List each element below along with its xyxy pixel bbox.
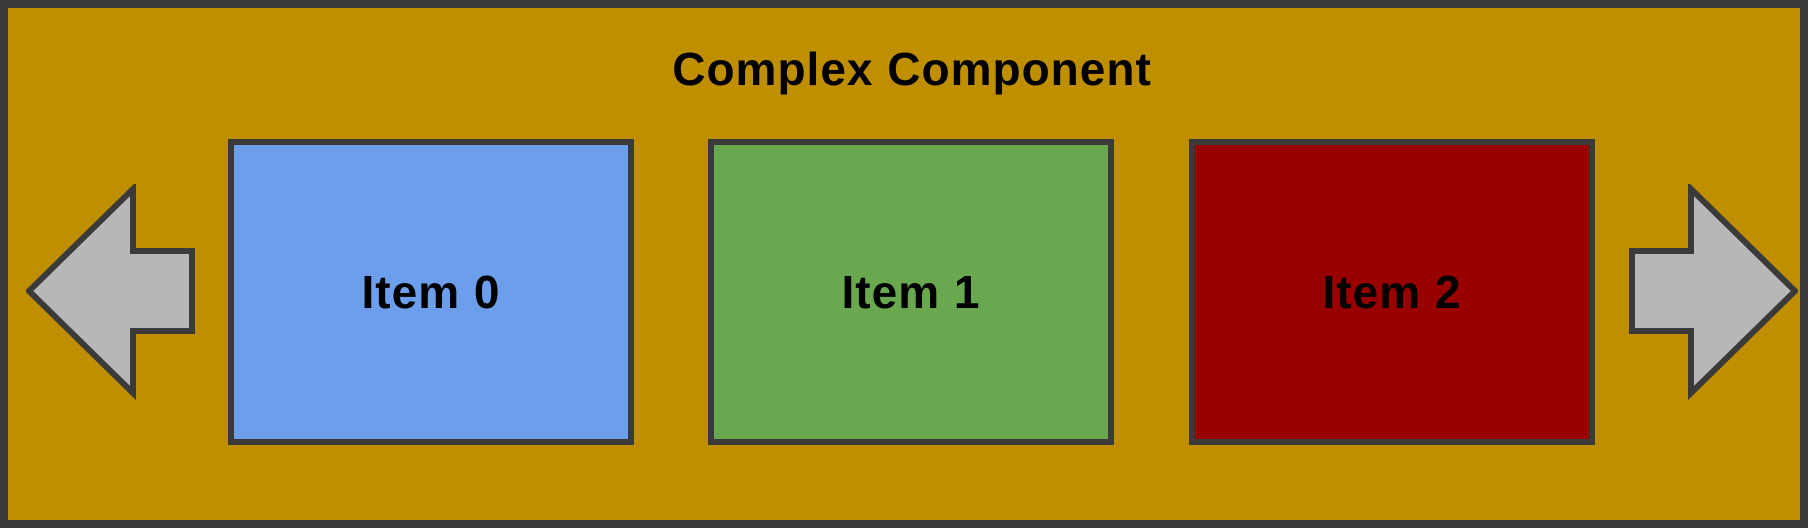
item-label: Item 0 (361, 266, 501, 318)
carousel-item[interactable]: Item 2 (1189, 139, 1595, 445)
arrow-right-icon (1629, 181, 1800, 401)
carousel-item[interactable]: Item 0 (228, 139, 634, 445)
prev-arrow-button[interactable] (24, 181, 198, 401)
next-arrow-button[interactable] (1626, 181, 1800, 401)
carousel-item[interactable]: Item 1 (708, 139, 1114, 445)
component-title: Complex Component (672, 43, 1152, 95)
item-label: Item 2 (1322, 266, 1462, 318)
item-label: Item 1 (841, 266, 981, 318)
arrow-left-icon (24, 181, 195, 401)
